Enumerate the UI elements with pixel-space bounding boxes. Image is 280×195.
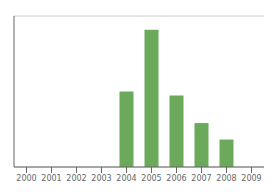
svg-text:2002: 2002 (66, 174, 86, 183)
svg-text:2004: 2004 (116, 174, 136, 183)
svg-text:2005: 2005 (141, 174, 161, 183)
svg-text:2000: 2000 (16, 174, 36, 183)
svg-text:2003: 2003 (91, 174, 111, 183)
svg-text:2009: 2009 (241, 174, 261, 183)
svg-text:2007: 2007 (191, 174, 211, 183)
svg-text:2001: 2001 (41, 174, 61, 183)
svg-text:2006: 2006 (166, 174, 186, 183)
svg-text:2008: 2008 (216, 174, 236, 183)
